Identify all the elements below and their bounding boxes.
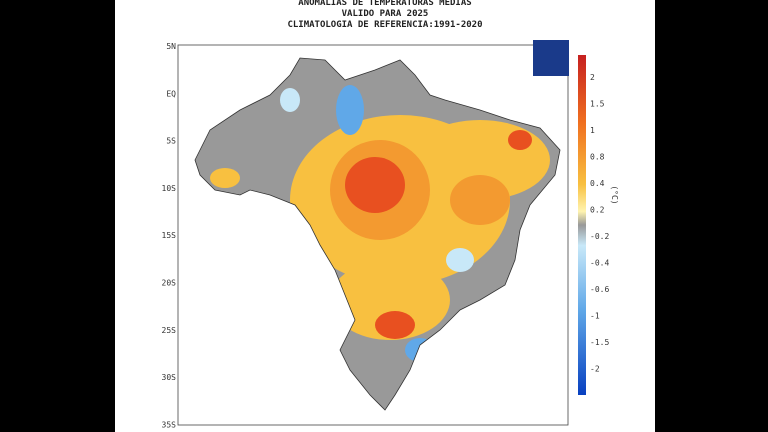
colorbar-label: -0.4 bbox=[590, 259, 609, 268]
latitude-label: 30S bbox=[162, 373, 177, 382]
colorbar-label: -1.5 bbox=[590, 338, 609, 347]
colorbar bbox=[578, 55, 586, 395]
map-frame bbox=[177, 44, 569, 426]
colorbar-label: 1.5 bbox=[590, 100, 605, 109]
logo bbox=[533, 40, 569, 76]
colorbar-label: -1 bbox=[590, 312, 600, 321]
colorbar-label: -2 bbox=[590, 365, 600, 374]
latitude-label: 20S bbox=[162, 279, 177, 288]
colorbar-label: -0.2 bbox=[590, 232, 609, 241]
latitude-label: 10S bbox=[162, 184, 177, 193]
latitude-label: 35S bbox=[162, 420, 177, 429]
colorbar-label: 0.8 bbox=[590, 153, 605, 162]
title-line: VALIDO PARA 2025 bbox=[342, 9, 429, 19]
anomaly-field bbox=[195, 58, 560, 410]
latitude-label: EQ bbox=[166, 89, 176, 98]
colorbar-label: 0.2 bbox=[590, 206, 605, 215]
latitude-label: 15S bbox=[162, 231, 177, 240]
colorbar-unit: (°C) bbox=[610, 185, 619, 204]
title-line: ANOMALIAS DE TEMPERATURAS MEDIAS bbox=[298, 0, 471, 8]
colorbar-label: 1 bbox=[590, 126, 595, 135]
latitude-label: 5N bbox=[166, 42, 176, 51]
colorbar-label: 0.4 bbox=[590, 179, 605, 188]
colorbar-label: 2 bbox=[590, 73, 595, 82]
colorbar-label: -0.6 bbox=[590, 285, 609, 294]
title-line: CLIMATOLOGIA DE REFERENCIA:1991-2020 bbox=[287, 20, 482, 30]
latitude-label: 25S bbox=[162, 326, 177, 335]
latitude-label: 5S bbox=[166, 137, 176, 146]
